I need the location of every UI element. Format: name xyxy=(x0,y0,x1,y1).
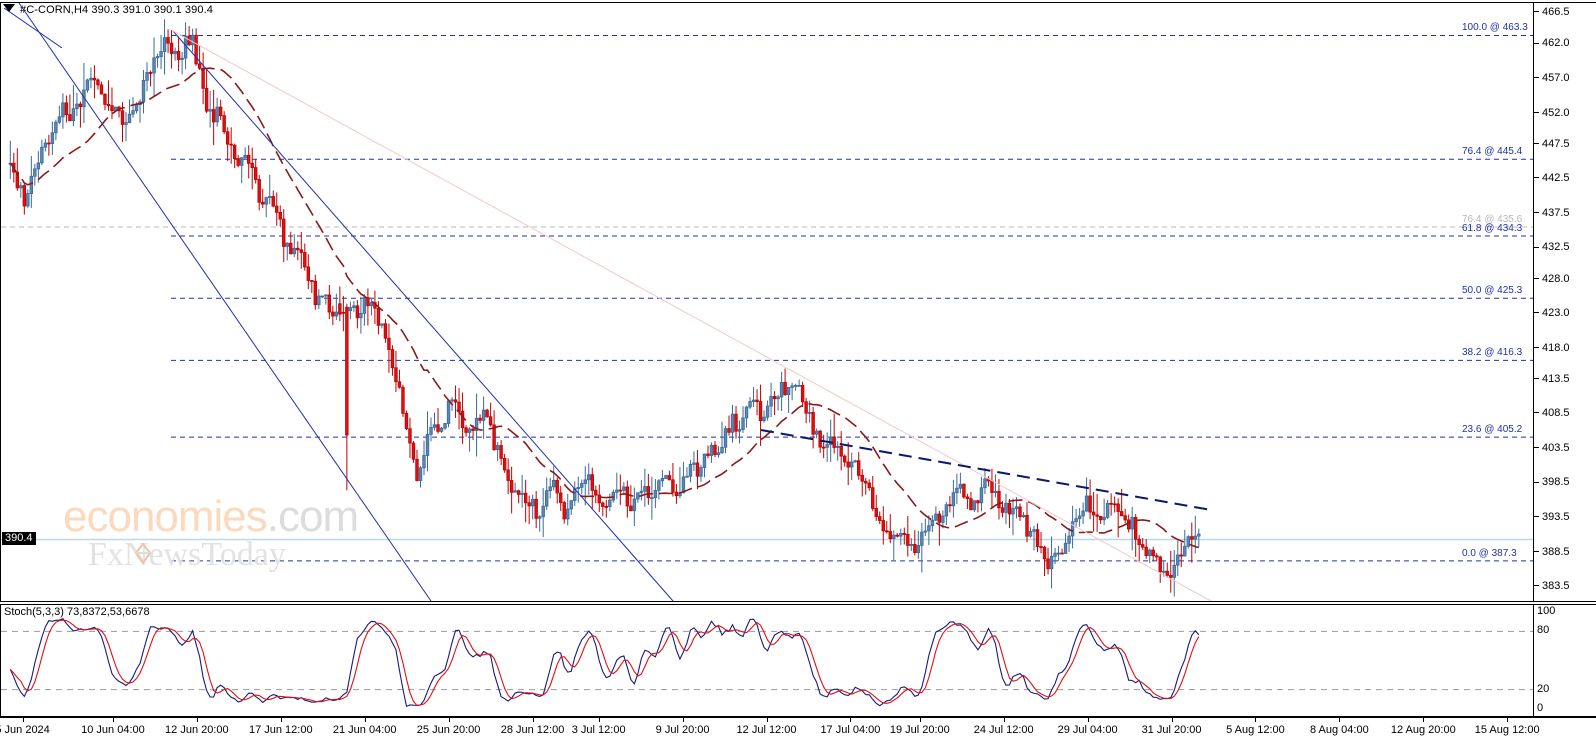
chart-title: #C-CORN,H4 390.3 391.0 390.1 390.4 xyxy=(20,4,213,16)
stochastic-axis-tick: 0 xyxy=(1537,702,1544,714)
time-axis-tick: 25 Jun 20:00 xyxy=(416,724,481,736)
time-axis-tick: 5 Jun 2024 xyxy=(0,724,50,736)
price-axis-tick: 403.5 xyxy=(1534,442,1570,454)
current-price-tag: 390.4 xyxy=(2,532,36,546)
time-axis-tick-mark xyxy=(919,718,921,722)
fibonacci-level-label: 61.8 @ 434.3 xyxy=(1462,222,1523,234)
price-axis-tick: 428.0 xyxy=(1534,273,1570,285)
price-chart-panel[interactable] xyxy=(0,2,1596,602)
time-axis-tick-mark xyxy=(1003,718,1005,722)
stochastic-axis-tick: 20 xyxy=(1537,682,1550,695)
price-axis-tick: 447.5 xyxy=(1534,138,1570,150)
time-axis-tick-mark xyxy=(532,718,534,722)
stochastic-series-svg xyxy=(1,617,1534,708)
fibonacci-level-label: 76.4 @ 445.4 xyxy=(1462,146,1523,158)
stochastic-plot-area[interactable] xyxy=(1,605,1534,716)
time-axis-tick-mark xyxy=(1171,718,1173,722)
price-axis-tick: 408.5 xyxy=(1534,407,1570,419)
time-axis-tick: 15 Aug 12:00 xyxy=(1474,724,1540,736)
time-axis-tick: 12 Jul 12:00 xyxy=(736,724,797,736)
fibonacci-level-label: 100.0 @ 463.3 xyxy=(1462,22,1528,34)
time-axis-tick: 19 Jul 20:00 xyxy=(889,724,950,736)
time-axis-tick: 21 Jun 04:00 xyxy=(332,724,397,736)
price-axis-tick: 413.5 xyxy=(1534,373,1570,385)
fibonacci-level-label: 76.4 @ 435.6 xyxy=(1462,213,1523,225)
time-axis-tick-mark xyxy=(448,718,450,722)
price-axis: 466.5 462.0 457.0 452.0 447.5 442.5 437.5 432.5… xyxy=(1534,2,1596,602)
candlestick-series xyxy=(8,19,1201,597)
price-axis-tick: 388.5 xyxy=(1534,546,1570,558)
time-axis-tick-mark xyxy=(1423,718,1425,722)
stochastic-axis-tick: 80 xyxy=(1537,624,1550,637)
time-axis-tick: 29 Jul 04:00 xyxy=(1057,724,1118,736)
watermark-economies: economies.com xyxy=(63,492,359,542)
stochastic-axis-separator xyxy=(1533,604,1534,717)
watermark-com-text: .com xyxy=(266,492,359,541)
stochastic-panel[interactable] xyxy=(0,604,1596,717)
crosshair-cursor-icon xyxy=(3,4,15,12)
price-axis-separator xyxy=(1533,2,1534,602)
time-axis-tick-mark xyxy=(364,718,366,722)
time-axis-tick-mark xyxy=(280,718,282,722)
time-axis-tick-mark xyxy=(682,718,684,722)
price-axis-tick: 398.5 xyxy=(1534,476,1570,489)
time-axis-tick: 8 Aug 04:00 xyxy=(1309,724,1369,736)
price-axis-tick: 432.5 xyxy=(1534,241,1570,254)
price-axis-tick: 393.5 xyxy=(1534,511,1570,523)
time-axis: 5 Jun 2024 10 Jun 04:00 12 Jun 20:00 17 Jun… xyxy=(0,717,1596,743)
price-axis-tick: 423.0 xyxy=(1534,307,1570,319)
crosshair-line xyxy=(3,8,63,48)
time-axis-tick: 3 Jul 12:00 xyxy=(571,724,626,736)
time-axis-tick: 31 Jul 20:00 xyxy=(1141,724,1202,736)
leaf-logo-icon xyxy=(134,542,152,565)
fibonacci-level-label: 38.2 @ 416.3 xyxy=(1462,347,1523,359)
price-plot-area[interactable] xyxy=(1,3,1534,601)
stochastic-label: Stoch(5,3,3) 73,8372,53,6678 xyxy=(4,606,150,618)
time-axis-tick: 12 Jun 20:00 xyxy=(165,724,229,736)
price-axis-tick: 437.5 xyxy=(1534,207,1570,219)
time-axis-tick-mark xyxy=(1507,718,1509,722)
time-axis-tick-mark xyxy=(1255,718,1257,722)
price-axis-tick: 457.0 xyxy=(1534,72,1570,84)
stochastic-axis-tick: 100 xyxy=(1537,605,1556,617)
price-axis-tick: 383.5 xyxy=(1534,580,1570,592)
time-axis-tick-mark xyxy=(766,718,768,722)
price-axis-tick: 466.5 xyxy=(1534,6,1570,18)
fibonacci-level-label: 23.6 @ 405.2 xyxy=(1462,424,1523,436)
time-axis-tick: 9 Jul 20:00 xyxy=(655,724,710,736)
watermark-economies-text: economies xyxy=(63,492,268,541)
price-series-svg xyxy=(1,3,1534,601)
price-axis-tick: 462.0 xyxy=(1534,37,1570,50)
time-axis-tick: 17 Jul 04:00 xyxy=(820,724,881,736)
time-axis-tick: 5 Aug 12:00 xyxy=(1226,724,1285,736)
time-axis-tick: 10 Jun 04:00 xyxy=(81,724,145,736)
time-axis-tick: 24 Jul 12:00 xyxy=(973,724,1034,736)
time-axis-tick-mark xyxy=(1339,718,1341,722)
time-axis-tick-mark xyxy=(112,718,114,722)
fibonacci-level-label: 50.0 @ 425.3 xyxy=(1462,285,1523,297)
time-axis-tick-mark xyxy=(22,718,24,722)
stochastic-axis: 100 80 20 0 xyxy=(1534,604,1596,717)
price-axis-tick: 452.0 xyxy=(1534,107,1570,119)
price-axis-tick: 418.0 xyxy=(1534,342,1570,354)
time-axis-tick-mark xyxy=(598,718,600,722)
time-axis-tick-mark xyxy=(1087,718,1089,722)
time-axis-tick-mark xyxy=(196,718,198,722)
time-axis-tick: 17 Jun 12:00 xyxy=(248,724,313,736)
time-axis-tick-mark xyxy=(850,718,852,722)
time-axis-tick: 28 Jun 12:00 xyxy=(500,724,565,736)
price-axis-tick: 442.5 xyxy=(1534,172,1570,184)
watermark-fxnewstoday: FxNewsToday xyxy=(88,536,286,573)
time-axis-tick: 12 Aug 20:00 xyxy=(1390,724,1456,736)
fibonacci-level-label: 0.0 @ 387.3 xyxy=(1462,547,1517,559)
